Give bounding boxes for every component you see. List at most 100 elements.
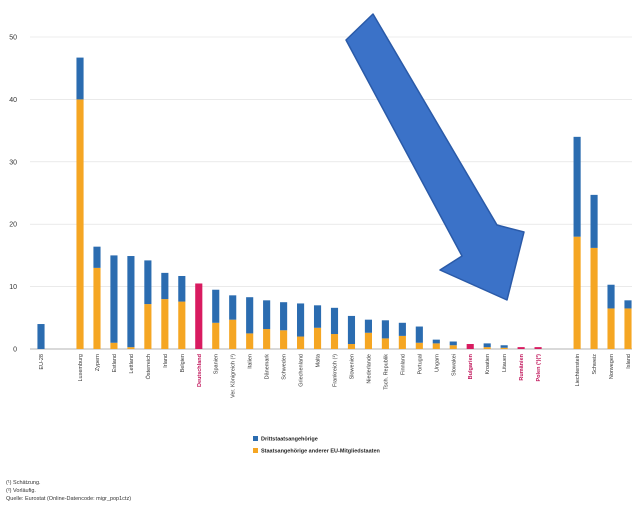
bar-segment-1 xyxy=(212,289,220,323)
bar-segment-0 xyxy=(212,322,220,349)
bar-segment-1 xyxy=(178,275,186,302)
y-tick-label: 40 xyxy=(9,97,17,104)
legend-label-third-country: Drittstaatsangehörige xyxy=(261,437,318,443)
bar-segment-0 xyxy=(381,338,389,349)
bar-segment-0 xyxy=(607,308,615,349)
x-tick-label: Zypern xyxy=(95,354,101,371)
bar-segment-1 xyxy=(110,255,118,343)
bar-segment-1 xyxy=(330,307,339,335)
bar-segment-1 xyxy=(144,260,152,305)
bar-segment-1 xyxy=(76,57,84,100)
bar-segment-1 xyxy=(313,305,322,328)
bar-segment-2 xyxy=(534,347,542,349)
bar-segment-0 xyxy=(110,342,118,349)
footnote-estimate: (¹) Schätzung. xyxy=(6,480,41,486)
x-tick-label: Ungarn xyxy=(434,354,440,372)
x-tick-label: Griechenland xyxy=(299,354,305,387)
y-tick-label: 10 xyxy=(9,284,17,291)
bar-segment-0 xyxy=(500,347,508,349)
bar-segment-0 xyxy=(246,333,254,349)
bar-segment-1 xyxy=(449,341,457,346)
bar-segment-0 xyxy=(364,332,372,349)
bar-segment-0 xyxy=(297,336,305,349)
y-tick-label: 20 xyxy=(9,222,17,229)
arrow-shape xyxy=(345,13,525,301)
x-tick-label: Slowenien xyxy=(349,354,355,379)
y-tick-label: 30 xyxy=(9,159,17,166)
bar-segment-1 xyxy=(127,256,135,348)
bar-segment-0 xyxy=(263,329,271,349)
bar-segment-0 xyxy=(398,335,406,349)
chart-grid xyxy=(30,36,632,350)
x-tick-label: Polen (¹)(²) xyxy=(535,354,542,382)
x-tick-label: EU-28 xyxy=(39,354,45,370)
x-tick-label: Dänemark xyxy=(265,354,271,380)
bar-segment-0 xyxy=(280,330,288,349)
footnote-provisional: (²) Vorläufig. xyxy=(6,488,36,494)
legend-swatch-eu-citizens xyxy=(253,448,258,453)
bar-segment-0 xyxy=(347,344,356,349)
x-tick-label: Lettland xyxy=(129,354,135,374)
bar-segment-0 xyxy=(229,319,237,349)
annotation-arrow xyxy=(345,13,525,301)
bar-segment-0 xyxy=(76,99,84,350)
bar-segment-1 xyxy=(432,339,440,344)
x-tick-label: Island xyxy=(626,354,632,369)
x-tick-label: Estland xyxy=(112,354,118,372)
bar-segment-0 xyxy=(144,304,152,349)
x-tick-label: Spanien xyxy=(214,354,220,374)
x-tick-label: Kroatien xyxy=(485,354,491,375)
y-tick-label: 0 xyxy=(13,347,17,354)
bar-segment-0 xyxy=(624,308,632,349)
y-axis: 0 10 20 30 40 50 xyxy=(9,35,17,354)
x-tick-label: Malta xyxy=(316,353,322,367)
x-tick-label: Irland xyxy=(163,354,169,368)
bar-segment-2 xyxy=(195,283,203,349)
bar-segment-1 xyxy=(229,295,237,320)
x-tick-label: Frankreich (¹) xyxy=(333,354,339,387)
bar-segment-1 xyxy=(590,194,598,248)
bar-segment-1 xyxy=(246,297,254,334)
x-tick-label: Finnland xyxy=(400,354,406,375)
bar-segment-1 xyxy=(483,343,491,348)
legend: Drittstaatsangehörige Staatsangehörige a… xyxy=(253,436,381,455)
bar-segment-0 xyxy=(432,343,440,349)
bar-segment-1 xyxy=(297,303,305,337)
bar-segment-1 xyxy=(415,326,423,343)
legend-swatch-third-country xyxy=(253,436,258,441)
bar-segment-0 xyxy=(573,236,581,349)
bars xyxy=(37,57,632,350)
x-tick-label: Italien xyxy=(248,354,254,369)
bar-segment-0 xyxy=(449,345,457,349)
bar-segment-1 xyxy=(37,324,45,349)
bar-segment-1 xyxy=(93,246,101,268)
bar-segment-0 xyxy=(127,347,135,349)
x-tick-label: Tsch. Republik xyxy=(383,354,389,390)
x-tick-label: Rumänien xyxy=(519,353,525,380)
x-tick-label: Bulgarien xyxy=(468,353,474,379)
x-tick-label: Niederlande xyxy=(366,354,372,384)
bar-segment-0 xyxy=(415,342,423,349)
x-tick-label: Ver. Königreich (¹) xyxy=(231,354,237,398)
bar-segment-1 xyxy=(381,320,389,339)
x-tick-label: Liechtenstein xyxy=(575,354,581,386)
x-tick-label: Deutschland xyxy=(197,354,203,387)
bar-segment-1 xyxy=(624,300,632,309)
bar-segment-1 xyxy=(607,284,615,309)
x-tick-label: Litauen xyxy=(502,354,508,372)
bar-segment-0 xyxy=(590,247,598,349)
x-tick-label: Norwegen xyxy=(609,354,615,379)
x-tick-label: Slowakei xyxy=(451,354,457,376)
bar-segment-1 xyxy=(364,319,372,333)
bar-segment-0 xyxy=(483,347,491,349)
bar-segment-1 xyxy=(263,300,271,330)
x-tick-label: Österreich xyxy=(145,354,152,379)
bar-segment-1 xyxy=(161,272,169,300)
bar-segment-1 xyxy=(500,345,508,348)
x-tick-label: Portugal xyxy=(417,354,423,375)
legend-label-eu-citizens: Staatsangehörige anderer EU-Mitgliedstaa… xyxy=(261,449,381,455)
x-tick-label: Belgien xyxy=(180,354,186,372)
bar-segment-0 xyxy=(178,301,186,349)
bar-segment-0 xyxy=(93,267,101,349)
